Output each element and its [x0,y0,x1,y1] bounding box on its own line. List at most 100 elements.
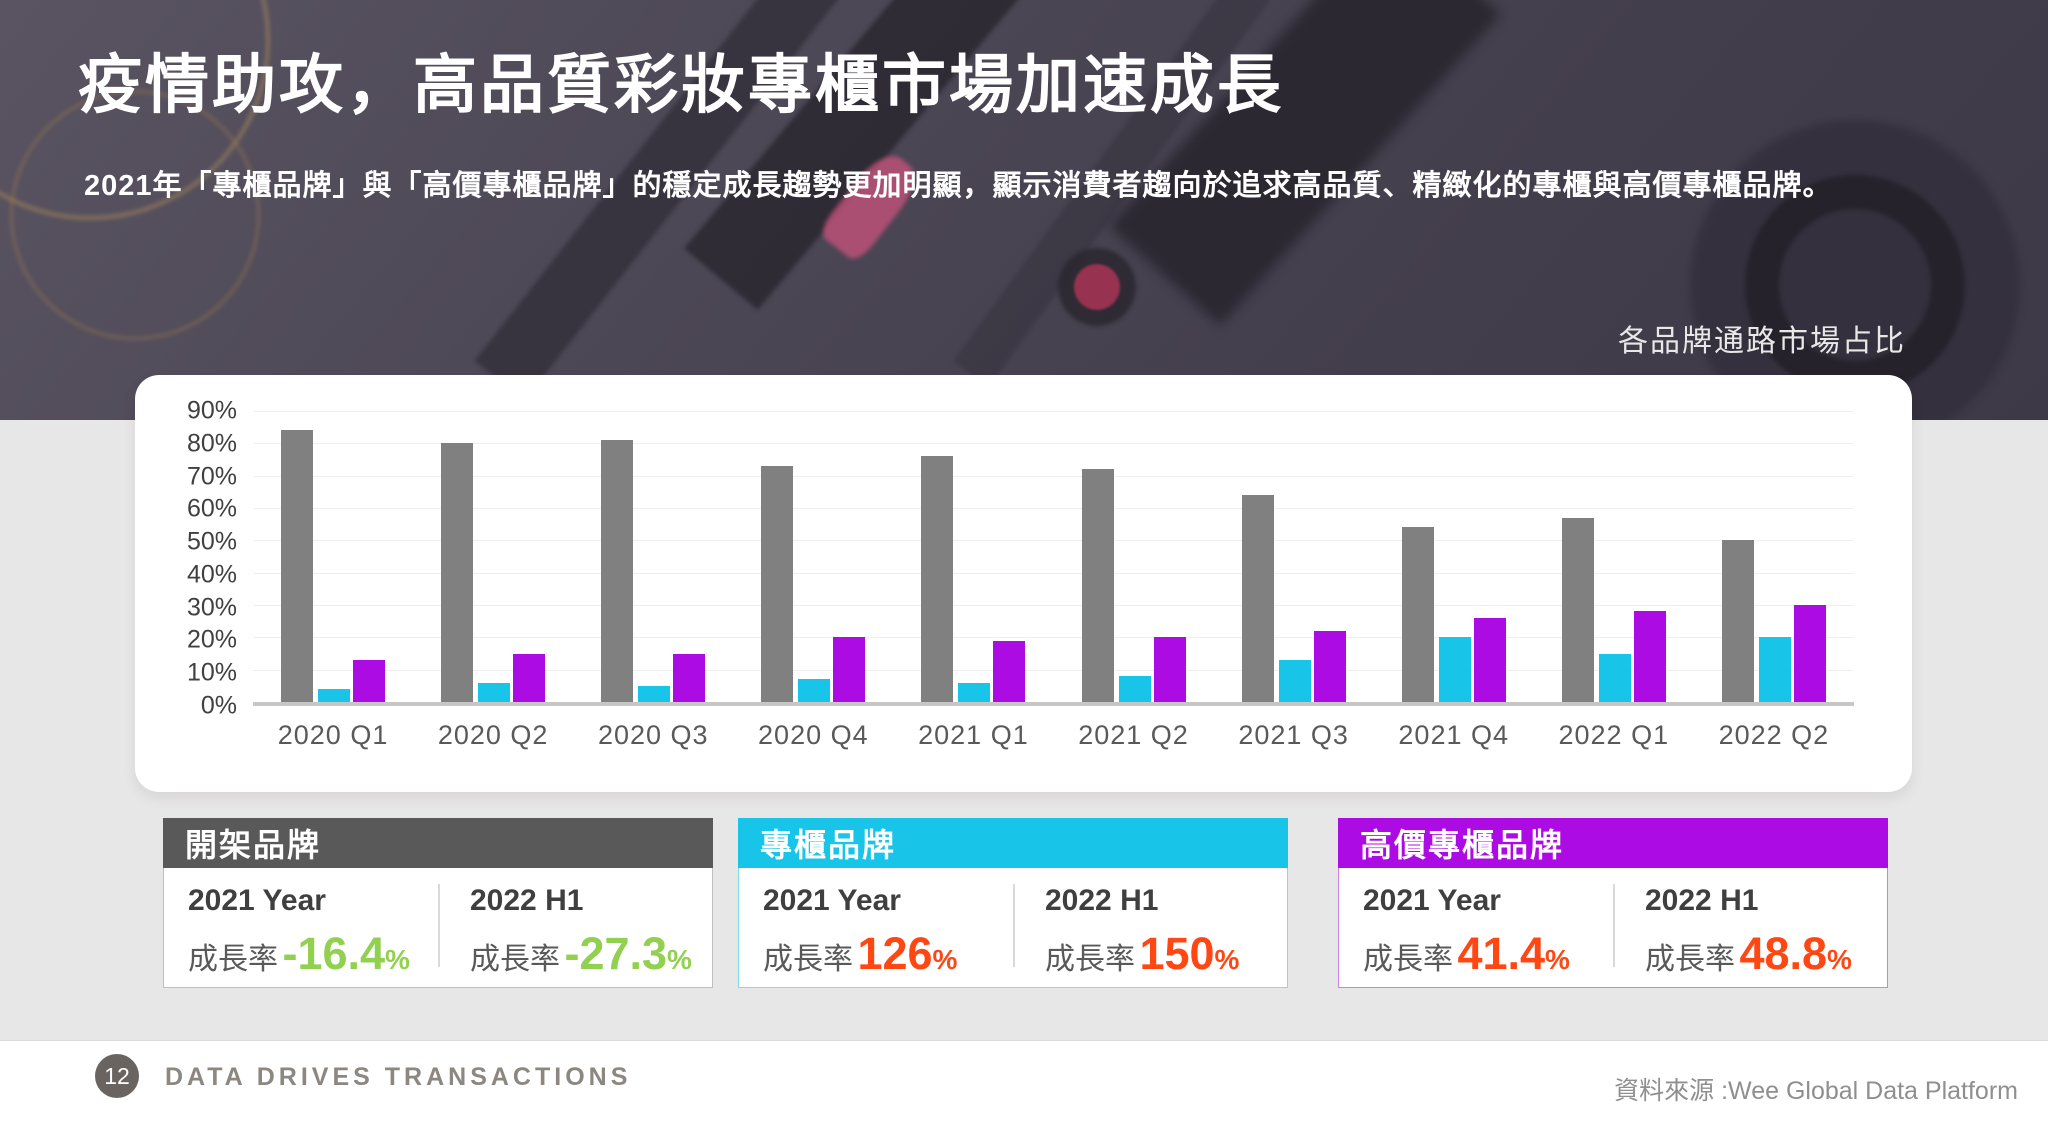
legend-card-counter-brand: 專櫃品牌 2021 Year 成長率 126% 2022 H1 成長率 150% [738,818,1288,988]
x-tick-label: 2022 Q1 [1558,720,1670,750]
bar-counter-brand [1118,676,1151,702]
stat-unit: % [1545,944,1570,975]
bar-group [1534,411,1694,702]
logo-text: DATA DRIVES TRANSACTIONS [165,1063,632,1091]
legend-card-body: 2021 Year 成長率 -16.4% 2022 H1 成長率 -27.3% [163,868,713,988]
y-tick-label: 50% [186,527,237,556]
stat-period: 2021 Year [763,884,901,917]
y-tick-label: 90% [186,396,237,425]
bar-open-shelf-brand [761,465,794,702]
x-tick-label: 2021 Q2 [1078,720,1189,750]
bar-counter-brand [638,685,671,702]
stat-line: 成長率 150% [1045,928,1287,980]
bar-counter-brand [958,682,991,702]
bar-open-shelf-brand [441,443,474,702]
bar-counter-brand [318,689,351,702]
bar-premium-counter-brand [353,659,386,702]
legend-card-premium-counter-brand: 高價專櫃品牌 2021 Year 成長率 41.4% 2022 H1 成長率 4… [1338,818,1888,988]
gridline [253,475,1854,477]
y-tick-label: 10% [186,658,237,687]
stat-unit: % [385,944,410,975]
y-axis: 90% 80% 70% 60% 50% 40% 30% 20% 10% 0% [175,397,253,720]
stat-value: 41.4 [1457,928,1546,979]
y-tick-label: 20% [186,625,237,654]
stat-value: -27.3 [564,928,668,979]
gridline [253,669,1854,671]
bar-open-shelf-brand [1721,540,1754,702]
bar-group [1053,411,1213,702]
bar-premium-counter-brand [1633,611,1666,702]
legend-card-open-shelf-brand: 開架品牌 2021 Year 成長率 -16.4% 2022 H1 成長率 -2… [163,818,713,988]
stat-period: 2021 Year [1363,884,1501,917]
stat-unit: % [932,944,958,975]
x-tick-label: 2020 Q1 [277,720,389,750]
stat-line: 成長率 -27.3% [470,928,712,980]
page-number-badge: 12 [95,1054,139,1098]
bar-open-shelf-brand [281,430,314,702]
page-title: 疫情助攻，高品質彩妝專櫃市場加速成長 [78,49,1284,121]
footer: 12 DATA DRIVES TRANSACTIONS 資料來源 :Wee Gl… [0,1040,2048,1146]
x-tick-label: 2020 Q3 [597,720,709,750]
legend-card-body: 2021 Year 成長率 126% 2022 H1 成長率 150% [738,868,1288,988]
bar-counter-brand [1438,637,1471,702]
bar-premium-counter-brand [1313,630,1346,702]
bar-group [1214,411,1374,702]
bar-premium-counter-brand [1793,605,1826,702]
stat-line: 成長率 126% [763,928,1013,980]
bar-counter-brand [798,679,831,702]
stat-2022-h1: 2022 H1 成長率 150% [1013,884,1287,979]
stat-label: 成長率 [1045,943,1135,976]
stat-label: 成長率 [470,943,560,976]
bar-open-shelf-brand [1561,517,1594,702]
y-tick-label: 0% [200,691,237,720]
bar-premium-counter-brand [513,653,546,702]
bar-premium-counter-brand [833,637,866,702]
bar-premium-counter-brand [1473,617,1506,702]
bar-group [573,411,733,702]
legend-card-body: 2021 Year 成長率 41.4% 2022 H1 成長率 48.8% [1338,868,1888,988]
gold-ring-photo-shape [10,90,260,340]
bar-open-shelf-brand [1401,527,1434,702]
x-tick-label: 2022 Q2 [1718,720,1830,750]
bar-group [253,411,413,702]
y-tick-label: 80% [186,429,237,458]
gridline [253,605,1854,606]
bar-premium-counter-brand [673,653,706,702]
stat-period: 2021 Year [188,884,326,917]
x-tick-label: 2021 Q3 [1238,720,1349,750]
x-axis: 2020 Q1 2020 Q2 2020 Q3 2020 Q4 2021 Q1 2021 … [253,720,1854,751]
stat-label: 成長率 [188,943,278,976]
stat-period: 2022 H1 [1045,884,1159,917]
data-source-text: 資料來源 :Wee Global Data Platform [1614,1077,2018,1105]
stat-value: 48.8 [1739,928,1828,979]
x-tick-label: 2021 Q4 [1398,720,1509,750]
stat-label: 成長率 [1645,943,1735,976]
bar-group [1374,411,1534,702]
chart-caption: 各品牌通路市場占比 [1618,325,1906,358]
bar-open-shelf-brand [1241,495,1274,702]
chart-row: 90% 80% 70% 60% 50% 40% 30% 20% 10% 0% [175,397,1854,720]
y-tick-label: 60% [186,494,237,523]
bar-counter-brand [1598,653,1631,702]
bar-premium-counter-brand [993,640,1026,702]
bar-open-shelf-brand [601,440,634,702]
gridline [253,637,1854,639]
stat-value: 126 [857,928,933,979]
page-subtitle: 2021年「專櫃品牌」與「高價專櫃品牌」的穩定成長趨勢更加明顯，顯示消費者趨向於… [84,170,1833,202]
bar-counter-brand [478,682,511,702]
bar-group [413,411,573,702]
y-tick-label: 40% [186,560,237,589]
stat-line: 成長率 41.4% [1363,928,1613,980]
bar-group [893,411,1053,702]
bar-group [1694,411,1854,702]
y-tick-label: 30% [186,593,237,622]
stat-2022-h1: 2022 H1 成長率 48.8% [1613,884,1887,979]
gridline [253,443,1854,445]
x-tick-label: 2021 Q1 [918,720,1029,750]
stat-line: 成長率 48.8% [1645,928,1887,980]
gridline [253,508,1854,509]
stat-label: 成長率 [1363,943,1453,976]
chart-card: 90% 80% 70% 60% 50% 40% 30% 20% 10% 0% 2020 Q1 202… [135,375,1912,792]
legend-card-title: 高價專櫃品牌 [1338,818,1888,868]
